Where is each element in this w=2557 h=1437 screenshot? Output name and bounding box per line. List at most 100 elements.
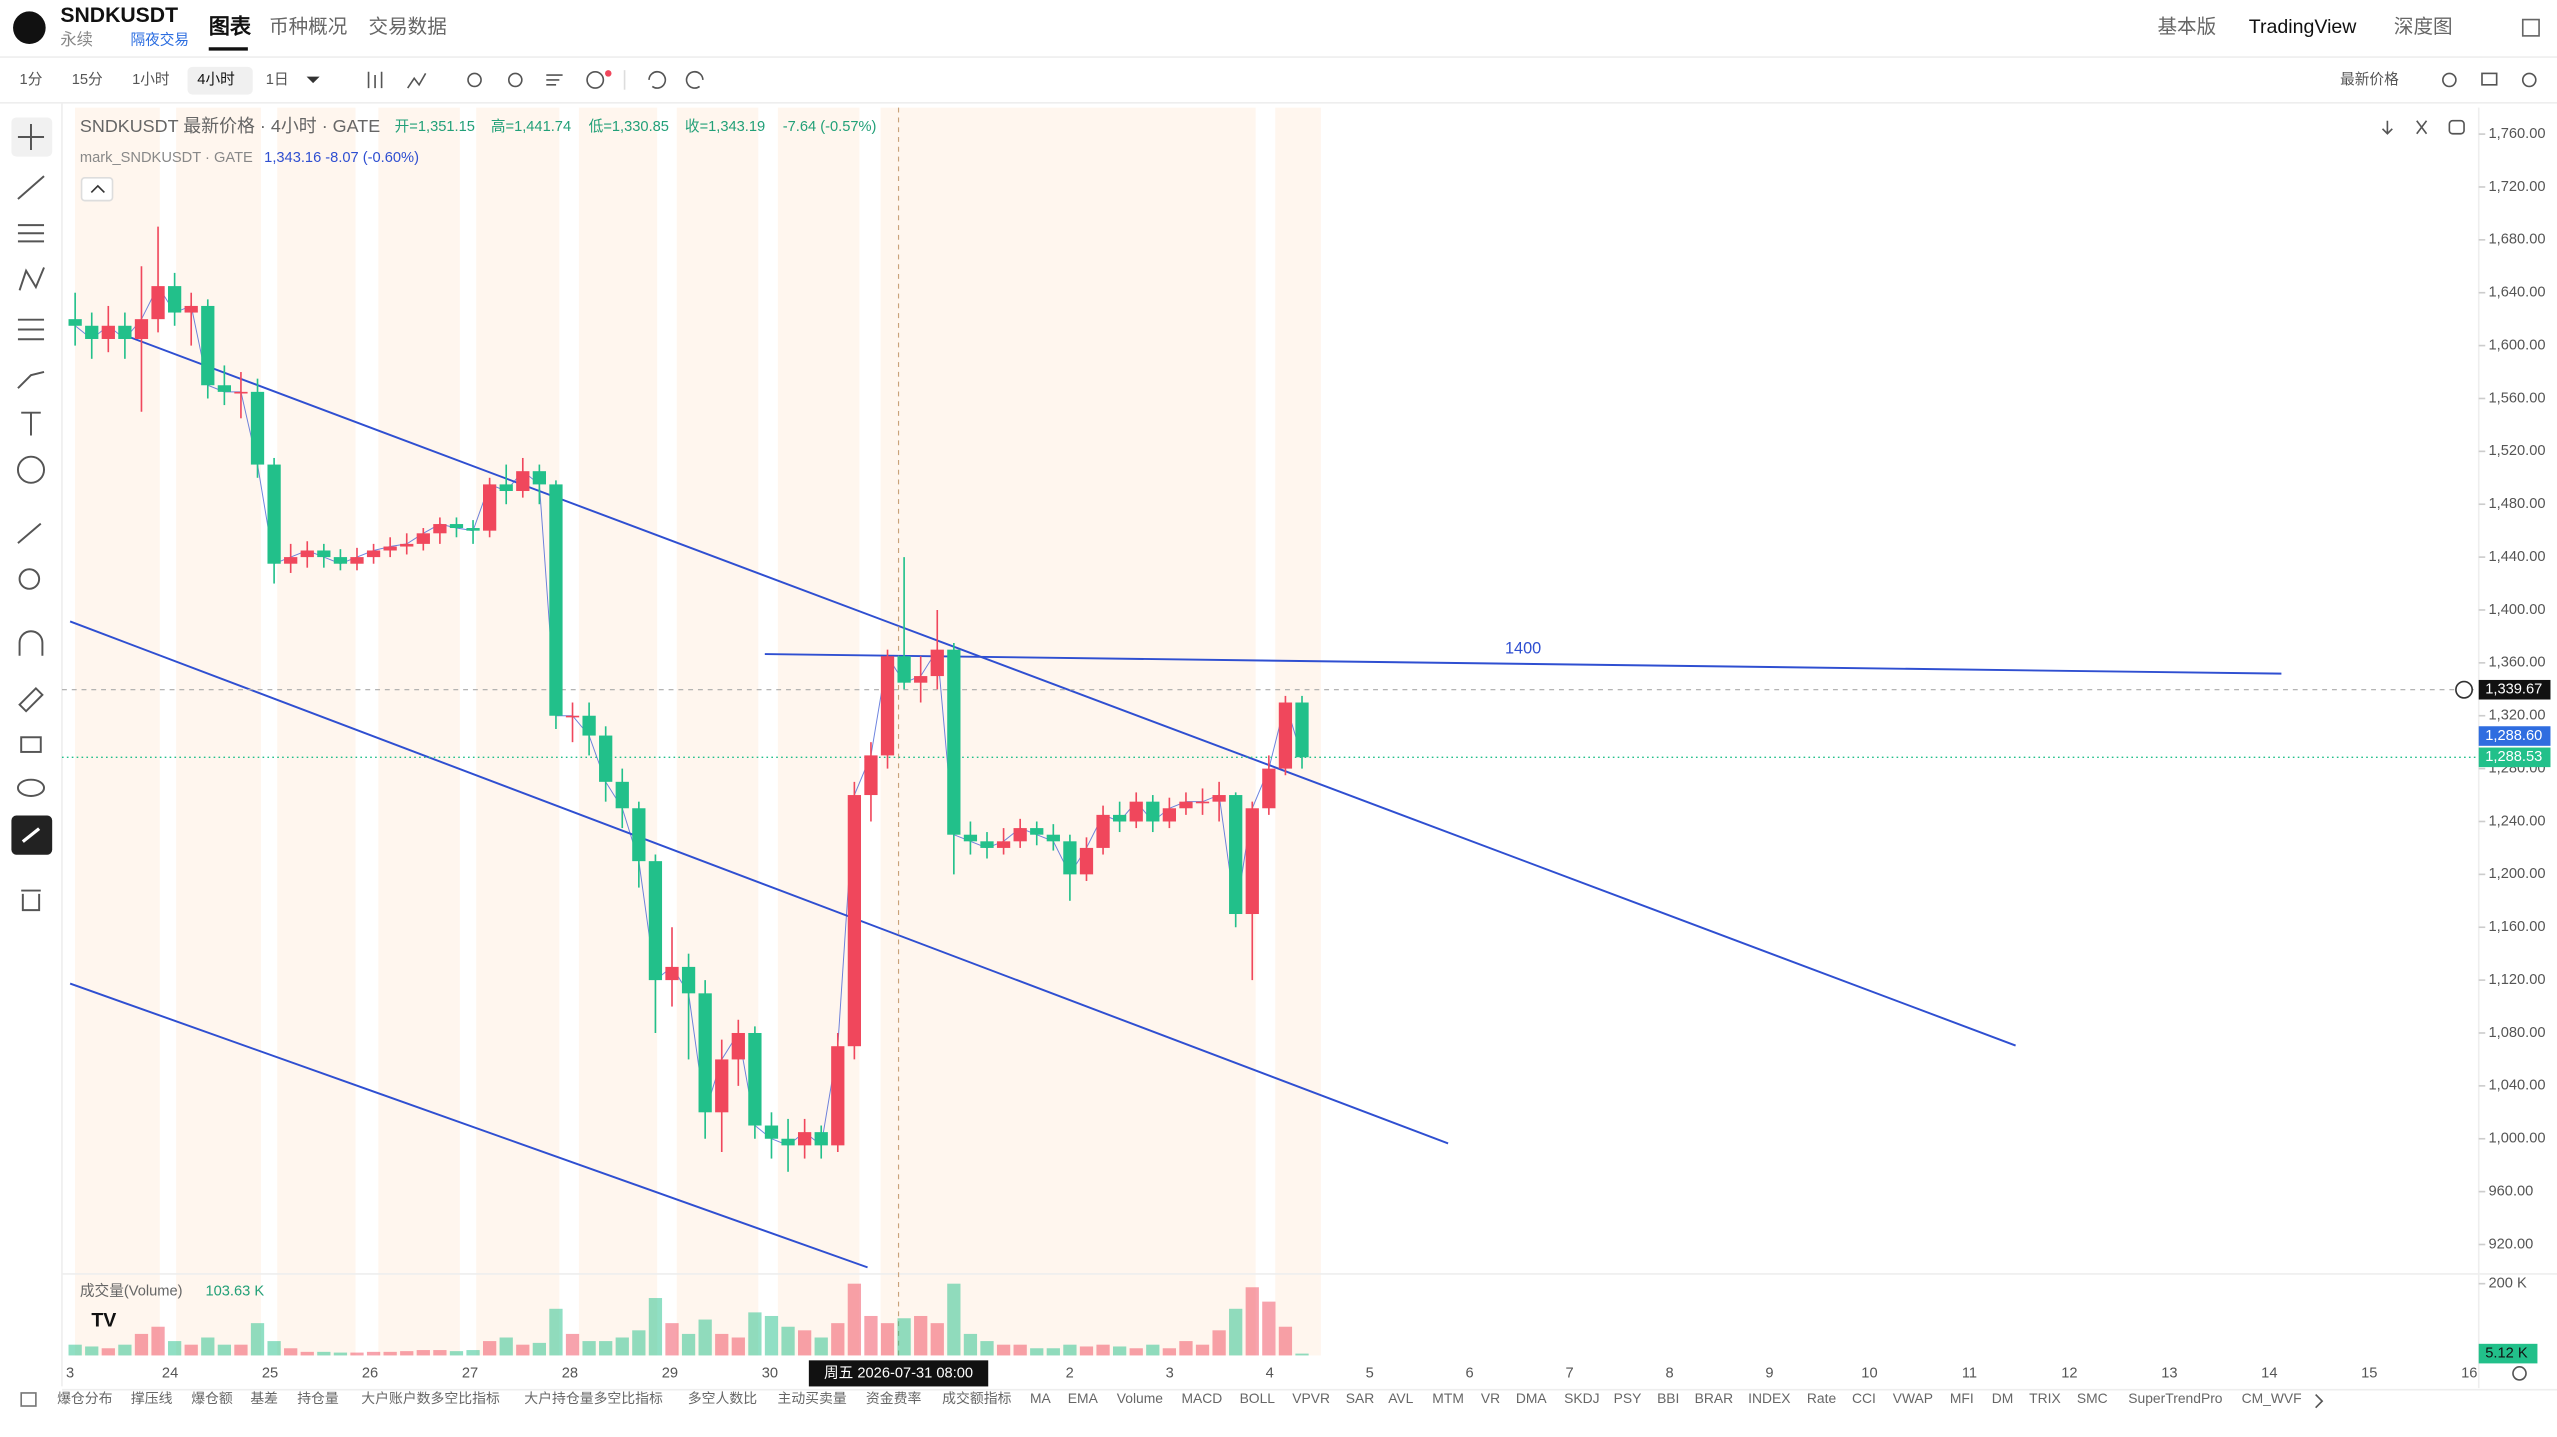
indicator-tab[interactable]: 资金费率 [866, 1390, 922, 1406]
indicator-tab[interactable]: EMA [1068, 1390, 1099, 1406]
indicator-tab[interactable]: DM [1992, 1390, 2014, 1406]
candle-body [151, 286, 165, 320]
indicator-tab[interactable]: 基差 [250, 1390, 278, 1406]
interval[interactable]: 4小时 [197, 71, 235, 88]
indicator-tab[interactable]: CCI [1852, 1390, 1876, 1406]
volume-bar [366, 1351, 381, 1356]
volume-bar [118, 1344, 132, 1356]
candle-body [217, 385, 231, 392]
indicator-tab[interactable]: VWAP [1893, 1390, 1933, 1406]
indicator-tab[interactable]: SAR [1346, 1390, 1374, 1406]
indicator-tab[interactable]: MA [1030, 1390, 1052, 1406]
indicator-icon[interactable] [20, 1392, 37, 1407]
indicator-tab[interactable]: CM_WVF [2242, 1390, 2302, 1406]
x-tick-label: 3 [1166, 1365, 1174, 1381]
indicator-tab[interactable]: 爆仓额 [191, 1390, 233, 1406]
ohlc-value: 低=1,330.85 [589, 118, 669, 135]
y-tick-label: 1,240.00 [2489, 813, 2546, 829]
volume-bar [151, 1326, 165, 1356]
volume-title: 成交量(Volume) [80, 1282, 183, 1300]
indicator-tab[interactable]: 主动买卖量 [777, 1390, 846, 1406]
y-tick-label: 1,600.00 [2489, 337, 2546, 353]
indicator-tab[interactable]: Volume [1117, 1390, 1164, 1406]
interval-active [187, 66, 253, 95]
indicator-tab[interactable]: 撑压线 [131, 1390, 173, 1406]
indicator-tab[interactable]: 大户持仓量多空比指标 [524, 1390, 663, 1406]
symbol[interactable]: SNDKUSDT [60, 4, 178, 27]
more[interactable] [2315, 1394, 2324, 1409]
y-tick-label: 1,480.00 [2489, 496, 2546, 512]
indicator-tab[interactable]: MFI [1950, 1390, 1974, 1406]
interval[interactable]: 1分 [20, 71, 43, 88]
candle-body [167, 286, 182, 313]
interval[interactable]: 15分 [72, 71, 103, 88]
indicator-tab[interactable]: 成交额指标 [942, 1390, 1011, 1406]
x-tick-label: 12 [2061, 1365, 2077, 1381]
indicator-tab[interactable]: Rate [1807, 1390, 1837, 1406]
x-tick-label: 14 [2261, 1365, 2277, 1381]
view-toggle[interactable]: 深度图 [2394, 16, 2453, 38]
indicator-tab[interactable]: SMC [2077, 1390, 2108, 1406]
candle-body [366, 550, 381, 558]
view-toggle[interactable]: TradingView [2249, 16, 2358, 38]
indicator-tab[interactable]: PSY [1614, 1390, 1642, 1406]
indicator-tab[interactable]: INDEX [1748, 1390, 1790, 1406]
indicator-tab[interactable]: BRAR [1695, 1390, 1734, 1406]
candle-body [300, 550, 314, 558]
candle-body [665, 966, 679, 981]
view-toggle[interactable]: 基本版 [2157, 16, 2216, 38]
indicator-tab[interactable]: 多空人数比 [688, 1390, 757, 1406]
badge[interactable]: 隔夜交易 [130, 31, 189, 49]
price-source[interactable]: 最新价格 [2340, 71, 2399, 88]
indicator-tab[interactable]: AVL [1388, 1390, 1413, 1406]
candle-body [1013, 828, 1027, 842]
candle-body [814, 1132, 828, 1146]
toolbar-icons[interactable] [367, 70, 2537, 89]
dropdown[interactable] [306, 76, 320, 84]
x-tick-label: 27 [462, 1365, 478, 1381]
tab[interactable]: 币种概况 [269, 16, 347, 38]
candle-body [482, 484, 497, 531]
mark-values: 1,343.16 -8.07 (-0.60%) [264, 150, 419, 166]
tab[interactable]: 交易数据 [369, 16, 447, 38]
y-tick-label: 920.00 [2489, 1236, 2534, 1252]
candle-body [101, 325, 115, 339]
candle-body [317, 550, 331, 558]
indicator-tab[interactable]: BOLL [1240, 1390, 1276, 1406]
indicator-tab[interactable]: TRIX [2029, 1390, 2061, 1406]
indicator-tab[interactable]: 大户账户数多空比指标 [361, 1390, 500, 1406]
settings[interactable] [2512, 1366, 2527, 1381]
ohlc: 开=1,351.15 高=1,441.74 低=1,330.85 收=1,343.19… [395, 118, 877, 135]
interval[interactable]: 1小时 [132, 71, 170, 88]
pane-icons[interactable] [2381, 119, 2465, 135]
indicator-tab[interactable]: VR [1481, 1390, 1500, 1406]
drawing-tools[interactable] [16, 123, 46, 912]
tab[interactable]: 图表 [209, 14, 252, 38]
collapse[interactable] [80, 176, 114, 202]
indicator-tab[interactable]: VPVR [1292, 1390, 1330, 1406]
indicator-tab[interactable]: BBI [1657, 1390, 1679, 1406]
y-tick-label: 1,200.00 [2489, 866, 2546, 882]
x-tick-label: 26 [362, 1365, 378, 1381]
interval[interactable]: 1日 [266, 72, 289, 88]
indicator-tab[interactable]: MTM [1432, 1390, 1464, 1406]
candle-body [698, 993, 712, 1113]
indicator-tab[interactable]: SKDJ [1564, 1390, 1599, 1406]
volume-bar [250, 1323, 265, 1356]
indicator-tab[interactable]: MACD [1181, 1390, 1222, 1406]
y-tick-label: 1,320.00 [2489, 708, 2546, 724]
indicator-tab[interactable]: DMA [1516, 1390, 1548, 1406]
candle-body [250, 391, 265, 465]
volume-bar [433, 1350, 447, 1356]
crosshair-x-label: 周五 2026-07-31 08:00 [824, 1364, 973, 1381]
indicator-tab[interactable]: 持仓量 [297, 1390, 339, 1406]
volume-bar [731, 1337, 745, 1356]
candle-body [532, 471, 546, 485]
volume-bar [698, 1319, 712, 1356]
link-icon[interactable] [21, 827, 41, 843]
legend-title: SNDKUSDT 最新价格 · 4小时 · GATE [80, 116, 380, 136]
volume-bar [1096, 1344, 1110, 1356]
indicator-tab[interactable]: SuperTrendPro [2128, 1390, 2223, 1406]
window-icon[interactable] [2521, 18, 2540, 37]
indicator-tab[interactable]: 爆仓分布 [57, 1390, 113, 1406]
